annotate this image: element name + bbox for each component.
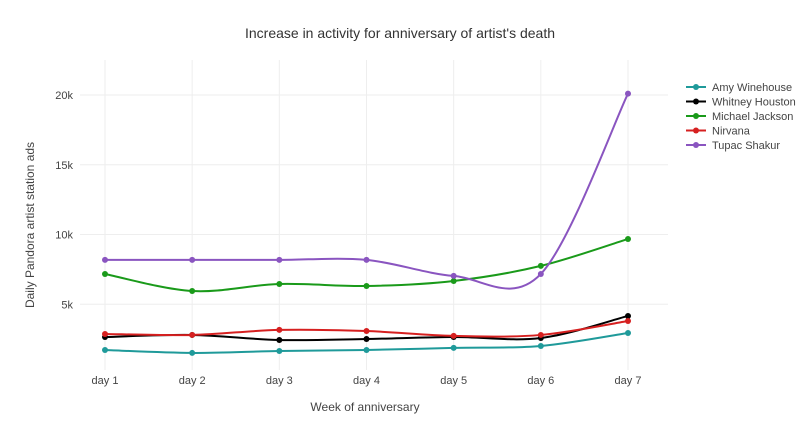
legend-label: Amy Winehouse [712,82,792,94]
series-michael-jackson [102,235,631,294]
data-point[interactable] [450,277,457,284]
series-lines [102,90,631,356]
x-axis: day 1 day 2 day 3 day 4 day 5 day 6 day 7 [92,375,642,387]
legend-label: Tupac Shakur [712,140,780,152]
data-point[interactable] [363,328,370,335]
data-point[interactable] [363,282,370,289]
data-point[interactable] [363,347,370,354]
x-tick-label: day 5 [440,375,467,387]
legend-item[interactable]: Michael Jackson [686,111,793,123]
data-point[interactable] [189,256,196,263]
chart-title: Increase in activity for anniversary of … [245,25,555,41]
x-tick-label: day 3 [266,375,293,387]
y-axis: 5k 10k 15k 20k [55,90,73,311]
legend: Amy Winehouse Whitney Houston Michael Jack… [686,82,796,152]
data-point[interactable] [102,256,108,263]
series-tupac-shakur [102,90,631,290]
data-point[interactable] [625,317,631,324]
y-tick-label: 15k [55,160,73,172]
data-point[interactable] [189,331,196,338]
data-point[interactable] [276,336,283,343]
data-point[interactable] [625,90,631,97]
data-point[interactable] [537,270,544,277]
x-tick-label: day 4 [353,375,380,387]
y-tick-label: 10k [55,230,73,242]
series-amy-winehouse [102,329,631,356]
legend-label: Nirvana [712,126,751,138]
legend-label: Michael Jackson [712,111,793,123]
legend-marker [693,84,699,90]
data-point[interactable] [102,330,108,337]
x-tick-label: day 6 [527,375,554,387]
data-point[interactable] [537,262,544,269]
y-tick-label: 20k [55,90,73,102]
data-point[interactable] [276,347,283,354]
legend-item[interactable]: Nirvana [686,126,751,138]
legend-marker [693,113,699,119]
data-point[interactable] [450,332,457,339]
y-axis-title: Daily Pandora artist station ads [23,142,37,308]
legend-label: Whitney Houston [712,97,796,109]
data-point[interactable] [625,235,631,242]
y-tick-label: 5k [61,299,73,311]
data-point[interactable] [276,281,283,288]
legend-marker [693,98,699,105]
data-point[interactable] [189,349,196,356]
data-point[interactable] [102,270,108,277]
data-point[interactable] [625,329,631,336]
data-point[interactable] [450,344,457,351]
data-point[interactable] [363,335,370,342]
data-point[interactable] [102,347,108,354]
legend-item[interactable]: Whitney Houston [686,97,796,109]
data-point[interactable] [189,287,196,294]
legend-item[interactable]: Tupac Shakur [686,140,780,152]
x-tick-label: day 7 [615,375,642,387]
data-point[interactable] [276,256,283,263]
series-nirvana [102,317,631,339]
legend-item[interactable]: Amy Winehouse [686,82,792,94]
x-axis-title: Week of anniversary [310,400,419,414]
data-point[interactable] [537,342,544,349]
data-point[interactable] [450,272,457,279]
legend-marker [693,142,699,148]
data-point[interactable] [537,331,544,338]
x-tick-label: day 1 [92,375,119,387]
grid [80,60,668,370]
data-point[interactable] [363,256,370,263]
data-point[interactable] [625,312,631,319]
legend-marker [693,127,699,134]
x-tick-label: day 2 [179,375,206,387]
data-point[interactable] [276,326,283,333]
